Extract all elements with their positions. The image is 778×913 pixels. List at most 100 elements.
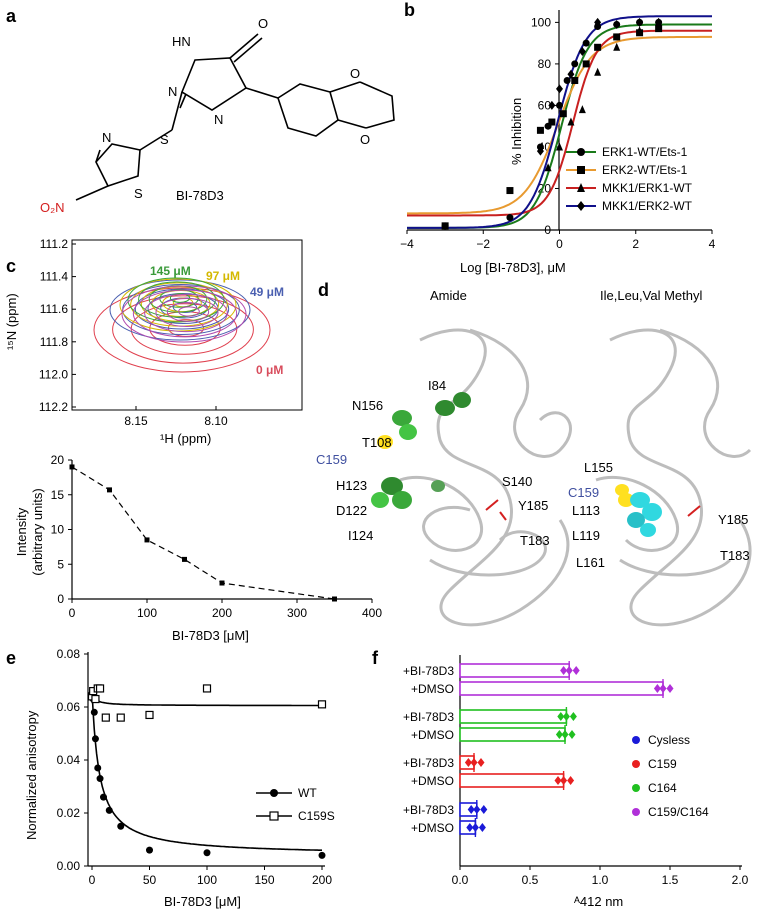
res-L155: L155	[584, 460, 613, 475]
e-x-tick-label: 50	[143, 873, 157, 887]
panel-f-label: f	[372, 648, 379, 668]
dioxane-ring	[359, 81, 395, 129]
nmr-y-tick-label: 112.2	[39, 400, 68, 414]
data-point	[655, 17, 663, 27]
atom-o-carbonyl: O	[258, 16, 268, 31]
bar-label: +BI-78D3	[403, 756, 454, 770]
contour-line	[109, 279, 251, 341]
intensity-x-label: BI-78D3 [μM]	[172, 628, 249, 643]
data-point	[100, 793, 107, 801]
data-point	[556, 84, 563, 94]
replicate-point	[470, 758, 478, 767]
bar	[459, 663, 570, 678]
data-point	[636, 26, 644, 35]
legend-label: Cysless	[648, 733, 690, 747]
legend-label: MKK1/ERK2-WT	[602, 199, 693, 213]
replicate-point	[653, 684, 661, 693]
panel-d-label: d	[318, 280, 329, 300]
legend-dot	[632, 808, 640, 816]
f-x-tick-label: 2.0	[732, 873, 749, 887]
atom-n-ring: N	[168, 84, 177, 99]
int-x-tick-label: 400	[362, 606, 382, 620]
res-Y185-methyl: Y185	[718, 512, 748, 527]
e-x-tick-label: 200	[312, 873, 332, 887]
contour-line	[121, 285, 247, 343]
replicate-point	[569, 712, 577, 721]
panel-e-chart: 0 50 100 150 200 0.00 0.02 0.04 0.06 0.08 WT C159S…	[24, 647, 335, 909]
y-tick-label: 0	[544, 223, 551, 237]
int-y-tick-label: 20	[51, 453, 65, 467]
replicate-point	[467, 805, 475, 814]
nmr-y-label: ¹⁵N (ppm)	[4, 293, 19, 350]
contour-line	[178, 306, 200, 317]
replicate-point	[471, 823, 479, 832]
nmr-frame	[71, 239, 303, 411]
data-point	[636, 17, 644, 27]
compound-name: BI-78D3	[176, 188, 224, 203]
panel-e-x-label: BI-78D3 [μM]	[164, 894, 241, 909]
methyl-residue-labels: L155 C159 L113 L119 L161 Y185 T183	[568, 460, 750, 570]
atom-o-bottom: O	[360, 132, 370, 147]
bar-label: +DMSO	[411, 682, 454, 696]
int-x-tick-label: 100	[137, 606, 157, 620]
replicate-point	[560, 776, 568, 785]
data-point	[506, 187, 514, 195]
data-point	[548, 100, 556, 110]
data-point	[203, 849, 211, 857]
replicate-point	[557, 712, 565, 721]
c159s-fit-curve	[91, 692, 322, 707]
conc-label-145: 145 μM	[150, 264, 191, 278]
s-thiazole-bond	[139, 129, 173, 151]
data-point	[146, 846, 153, 854]
conc-label-97: 97 μM	[206, 269, 240, 283]
panel-d-right-title: Ile,Leu,Val Methyl	[600, 288, 702, 303]
res-T183-methyl: T183	[720, 548, 750, 563]
bar-label: +DMSO	[411, 821, 454, 835]
replicate-point	[477, 758, 485, 767]
res-N156: N156	[352, 398, 383, 413]
panel-f-chart: 0.0 0.5 1.0 1.5 2.0 +BI-78D3 +DMSO +BI-78D3 +DM…	[403, 655, 749, 909]
intensity-y-label-line2: (arbitrary units)	[30, 488, 45, 575]
legend-label: C164	[648, 781, 677, 795]
int-y-tick-label: 15	[51, 488, 65, 502]
data-point	[544, 163, 552, 172]
contour-line	[93, 287, 271, 373]
x-tick-label: 0	[556, 237, 563, 251]
data-point	[536, 126, 544, 134]
res-H123: H123	[336, 478, 367, 493]
res-D122: D122	[336, 503, 367, 518]
e-x-tick-label: 100	[197, 873, 217, 887]
atom-n-aryl: N	[214, 112, 223, 127]
thiazole-ring	[95, 143, 141, 187]
intensity-point	[107, 487, 112, 493]
nmr-y-tick-label: 112.0	[39, 367, 68, 381]
res-T108: T108	[362, 435, 392, 450]
wt-fit-curve	[91, 691, 322, 851]
atom-s-thiazole: S	[134, 186, 143, 201]
panel-f-x-label: ᴬ412 nm	[573, 894, 623, 909]
res-C159: C159	[316, 452, 347, 467]
data-point	[91, 694, 100, 704]
data-point	[105, 806, 113, 814]
legend-label: C159S	[298, 809, 335, 823]
data-point	[101, 713, 110, 722]
bar	[459, 727, 566, 742]
data-point	[613, 33, 621, 41]
data-point	[145, 710, 154, 720]
panel-a-label: a	[6, 6, 17, 26]
res-I84: I84	[428, 378, 446, 393]
int-y-tick-label: 5	[57, 557, 64, 571]
replicate-point	[567, 776, 575, 785]
data-point	[571, 77, 579, 85]
replicate-point	[560, 666, 568, 675]
replicate-point	[561, 730, 569, 739]
int-y-tick-label: 0	[57, 592, 64, 606]
contour-line	[127, 277, 225, 323]
panel-b-label: b	[404, 0, 415, 20]
atom-s-link: S	[160, 132, 169, 147]
intensity-point	[182, 556, 187, 562]
legend-dot	[632, 784, 640, 792]
legend-marker	[577, 148, 585, 156]
data-point	[594, 17, 602, 27]
data-point	[567, 69, 575, 79]
